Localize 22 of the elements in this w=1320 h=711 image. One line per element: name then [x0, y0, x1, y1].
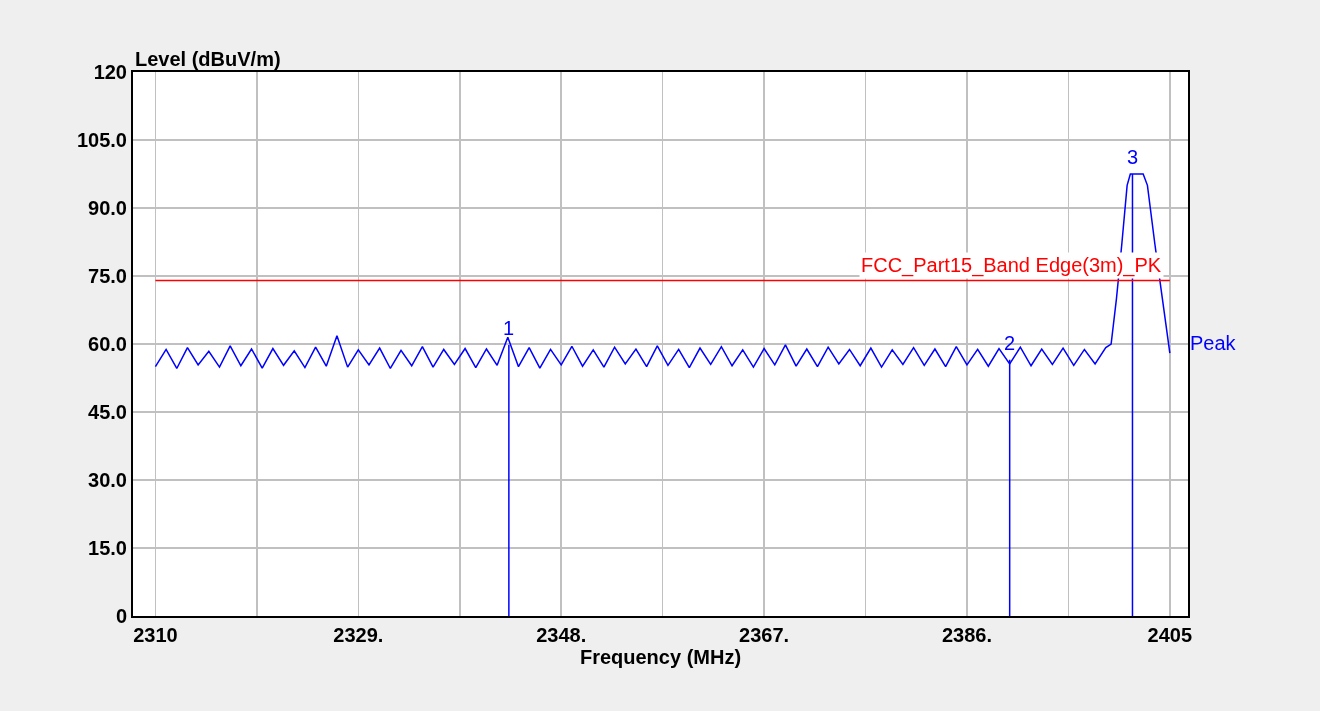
y-tick-label: 60.0	[88, 333, 127, 355]
y-tick-label: 0	[115, 605, 127, 627]
y-tick-label: 120	[93, 61, 127, 83]
y-tick-label: 45.0	[88, 401, 127, 423]
x-axis-title: Frequency (MHz)	[579, 646, 742, 668]
series-label: Peak	[1190, 332, 1237, 354]
annotation: 2	[1004, 332, 1016, 354]
y-tick-label: 15.0	[88, 537, 127, 559]
x-tick-label: 2348.	[536, 624, 587, 646]
x-tick-label: 2405	[1147, 624, 1193, 646]
y-tick-label: 105.0	[76, 129, 127, 151]
x-tick-label: 2310	[133, 624, 178, 646]
x-tick-label: 2386.	[941, 624, 992, 646]
x-tick-label: 2329.	[333, 624, 384, 646]
y-tick-label: 90.0	[88, 197, 127, 219]
y-tick-label: 75.0	[88, 265, 127, 287]
annotation: 3	[1127, 146, 1139, 168]
x-tick-label: 2367.	[739, 624, 790, 646]
y-axis-title: Level (dBuV/m)	[135, 48, 281, 70]
ref-line-label: FCC_Part15_Band Edge(3m)_PK	[861, 254, 1162, 277]
y-tick-label: 30.0	[88, 469, 127, 491]
annotation: 1	[503, 317, 515, 339]
